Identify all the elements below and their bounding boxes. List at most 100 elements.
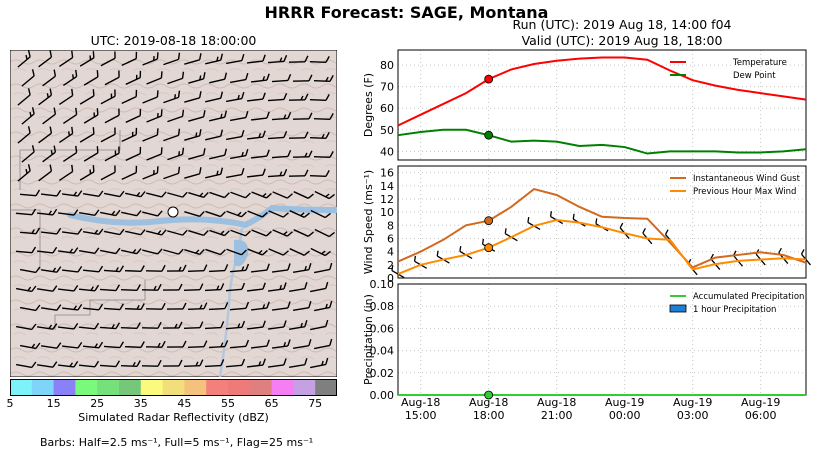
wind-barb (167, 147, 185, 161)
wind-barb (61, 190, 83, 197)
wind-barb (226, 210, 247, 218)
wind-barb (293, 191, 314, 199)
wind-barb (120, 284, 141, 292)
colorbar-label: Simulated Radar Reflectivity (dBZ) (78, 411, 269, 424)
wind-barb (292, 74, 313, 82)
wind-barb (82, 303, 104, 311)
valid-line: Valid (UTC): 2019 Aug 18, 18:00 (521, 33, 723, 48)
wind-barb (246, 130, 266, 140)
wind-barb (289, 248, 310, 256)
wind-barb (17, 164, 31, 182)
wind-barb (100, 247, 121, 255)
wind-barb (21, 107, 35, 125)
wind-barb (166, 340, 187, 348)
wind-barb (289, 210, 310, 218)
wind-barb (163, 166, 181, 180)
wind-barb (78, 360, 100, 368)
wind-barb (288, 131, 309, 139)
wind-barb (267, 358, 287, 368)
wind-barb (104, 70, 120, 86)
wind-barb (313, 151, 334, 158)
wind-barb (19, 227, 41, 235)
y-tick-label: 0.10 (370, 278, 395, 291)
wind-barb (78, 209, 100, 217)
wind-barb (40, 304, 62, 311)
wind-barb (288, 358, 308, 369)
wind-barb (141, 283, 162, 291)
wind-barb (271, 111, 292, 121)
y-tick-label: 4 (387, 246, 394, 259)
wind-barb (38, 50, 53, 68)
wind-barb (313, 113, 334, 120)
wind-barb (83, 108, 99, 124)
colorbar-tick-label: 15 (46, 397, 61, 410)
wind-barb (209, 110, 228, 122)
wind-barb (121, 165, 138, 181)
wind-barb (226, 248, 247, 256)
run-title: Run (UTC): 2019 Aug 18, 14:00 f04 Valid … (432, 17, 812, 49)
wind-barb (310, 319, 329, 331)
wind-barb (209, 148, 228, 160)
barbs-note: Barbs: Half=2.5 ms⁻¹, Full=5 ms⁻¹, Flag=… (40, 436, 314, 449)
wind-barb (146, 147, 163, 161)
wind-barb (21, 145, 35, 163)
wind-barb (167, 71, 185, 85)
wind-barb (225, 282, 246, 292)
wind-barb (125, 70, 142, 86)
wind-barb (188, 72, 206, 84)
wind-barb (205, 210, 226, 218)
wind-barb (82, 228, 104, 236)
chart-panel-1: 40 50 60 70 80 Degrees (F) Temperature Dew Poin… (362, 49, 807, 161)
wind-barb (103, 303, 124, 311)
wind-barb (205, 167, 224, 179)
wind-barb (208, 340, 229, 349)
colorbar-swatch (10, 379, 33, 395)
wind-barb (310, 357, 329, 369)
wind-barb (100, 165, 116, 181)
colorbar-tick-label: 65 (264, 397, 279, 410)
wind-barb (229, 72, 249, 84)
wind-barb (36, 285, 58, 292)
wind-barb (288, 93, 309, 101)
wind-barb (17, 126, 31, 144)
wind-barb (121, 210, 142, 217)
county-boundaries (10, 130, 146, 330)
series-wind-barb (732, 250, 743, 267)
wind-barb (166, 264, 187, 272)
chart-panel-3: 0.00 0.02 0.04 0.06 0.08 0.10 Precipitation (i… (362, 278, 807, 402)
wind-barb (104, 146, 120, 162)
wind-barb (40, 227, 62, 235)
wind-barb (58, 88, 74, 106)
colorbar-tick-label: 5 (6, 397, 14, 410)
wind-barb (15, 361, 37, 369)
wind-barb (267, 168, 288, 178)
wind-barb (103, 265, 124, 273)
wind-barb (209, 191, 230, 199)
wind-barb (250, 263, 270, 273)
series-wind-barb (800, 249, 811, 266)
x-tick-label: Aug-18 (537, 396, 576, 409)
wind-barb (62, 69, 78, 87)
wind-barb (187, 264, 208, 272)
station-marker (167, 206, 179, 218)
wind-barb (229, 110, 249, 122)
wind-barb (162, 321, 183, 329)
wind-barb (42, 145, 57, 163)
wind-barb (163, 90, 181, 104)
wind-barb (104, 108, 120, 124)
wind-barb (142, 128, 159, 142)
wind-barb (104, 190, 125, 198)
wind-barb (267, 54, 288, 64)
wind-barb (125, 146, 142, 162)
wind-barb (142, 90, 159, 104)
y-axis-label: Precipitation (in) (362, 294, 375, 385)
wind-barb (162, 359, 183, 367)
wind-barb (250, 149, 270, 159)
wind-barb (124, 303, 145, 311)
wind-barb (120, 322, 141, 330)
wind-barb (309, 170, 330, 177)
wind-barb (314, 190, 335, 200)
legend-label: Accumulated Precipitation (693, 292, 804, 302)
wind-barb (163, 128, 181, 142)
wind-barb (145, 340, 166, 348)
